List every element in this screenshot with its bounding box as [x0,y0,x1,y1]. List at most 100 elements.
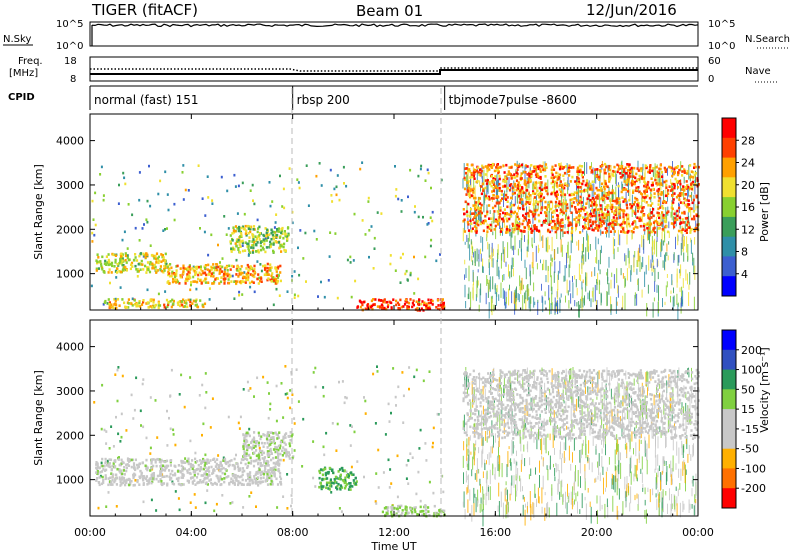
power-echo [534,209,537,212]
power-echo [664,168,667,171]
velocity-speck [633,378,635,386]
power-echo [643,196,646,199]
power-echo [626,206,629,210]
power-echo [257,235,260,239]
velocity-speck [376,370,379,373]
velocity-speck [528,474,530,480]
power-echo [259,279,262,283]
power-speck [167,208,170,212]
power-echo [161,255,164,259]
velocity-echo [146,479,149,482]
power-speck [472,284,474,301]
power-speck [119,286,122,289]
power-echo [508,166,511,169]
power-echo [528,197,531,200]
power-speck [578,304,580,318]
power-echo [479,202,482,205]
power-echo [95,269,98,272]
power-echo [480,185,483,188]
power-echo [511,174,514,178]
power-echo [270,280,273,283]
power-speck [493,211,495,220]
power-echo [518,207,521,210]
power-echo [237,269,241,273]
power-echo [612,216,615,219]
velocity-speck [669,392,671,408]
power-speck [619,234,621,246]
power-echo [584,213,587,216]
power-echo [197,273,200,277]
power-echo [474,204,477,207]
power-speck [430,186,432,190]
velocity-echo [215,462,218,466]
power-echo [239,235,242,238]
power-echo [164,262,167,265]
power-echo [472,191,475,194]
power-speck [535,245,537,262]
velocity-speck [323,453,326,457]
power-echo [482,221,485,225]
power-echo [252,238,255,241]
power-echo [551,173,554,177]
power-echo [286,239,289,242]
power-speck [514,290,516,296]
velocity-speck [507,501,509,518]
velocity-speck [526,506,528,513]
velocity-echo [120,483,123,486]
power-echo [425,302,428,306]
power-speck [624,278,626,287]
power-speck [472,246,474,254]
power-echo [657,199,660,203]
power-echo [535,225,538,229]
velocity-speck [628,412,630,427]
velocity-speck [314,385,317,389]
power-speck [427,171,430,175]
velocity-speck [691,393,693,404]
power-speck [399,281,402,284]
power-echo [515,179,519,182]
power-echo [498,219,501,223]
power-speck [471,255,473,262]
power-echo [498,201,501,205]
power-echo [230,264,234,268]
power-echo [147,305,150,309]
power-echo [378,306,382,309]
power-speck [616,301,618,306]
velocity-speck [402,421,405,424]
power-echo [677,194,680,197]
velocity-speck [678,468,680,478]
power-speck [156,257,159,260]
velocity-speck [330,491,333,494]
power-speck [467,293,469,300]
power-speck [563,275,565,282]
power-echo [505,163,508,167]
power-speck [210,233,213,237]
power-speck [399,256,402,260]
power-echo [541,197,544,201]
power-echo [576,166,580,170]
power-speck [599,174,601,188]
velocity-echo [111,464,114,468]
power-echo [155,271,158,274]
velocity-speck [607,505,609,518]
velocity-speck [516,490,518,497]
velocity-speck [258,446,261,450]
power-speck [622,183,624,189]
power-echo [603,185,606,189]
power-echo [636,178,639,182]
power-echo [240,240,243,243]
power-echo [635,179,638,183]
power-echo [557,202,560,206]
power-echo [623,198,626,201]
power-echo [199,268,202,271]
power-echo [684,203,687,207]
power-speck [570,293,572,304]
velocity-echo [102,481,105,484]
power-echo [180,300,184,303]
power-echo [629,203,632,206]
velocity-speck [676,441,678,456]
power-echo [200,273,203,276]
power-speck [269,204,272,208]
power-echo [152,298,155,302]
power-speck [541,236,543,241]
